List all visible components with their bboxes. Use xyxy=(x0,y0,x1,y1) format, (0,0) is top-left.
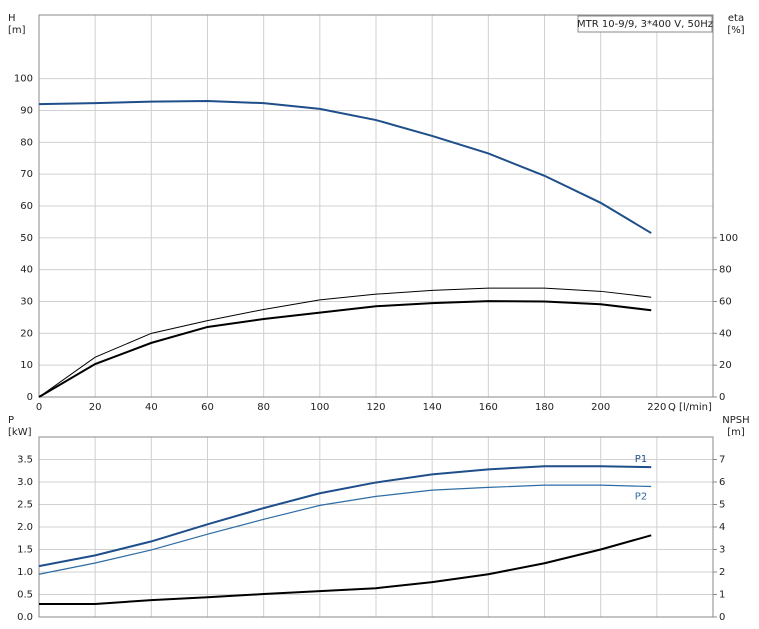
y-tick-label: 50 xyxy=(20,233,33,244)
y2-tick-label: 40 xyxy=(719,328,732,339)
y-tick-label: 80 xyxy=(20,137,33,148)
curve xyxy=(38,484,652,575)
plot-frame xyxy=(38,14,714,398)
y-tick-label: 40 xyxy=(20,265,33,276)
chart-title: MTR 10-9/9, 3*400 V, 50Hz xyxy=(577,19,713,30)
x-tick-label: 160 xyxy=(479,402,498,413)
y-tick-label: 10 xyxy=(20,360,33,371)
x-tick-label: 220 xyxy=(647,402,666,413)
y-tick-label: 0 xyxy=(27,392,33,403)
y-tick-label: 2.5 xyxy=(17,500,33,511)
y2-tick-label: 60 xyxy=(719,297,732,308)
curve xyxy=(38,300,652,398)
y2-axis-label: [%] xyxy=(727,25,744,36)
x-tick-label: 200 xyxy=(591,402,610,413)
y2-tick-label: 3 xyxy=(719,545,725,556)
y-tick-label: 1.0 xyxy=(17,567,33,578)
y-tick-label: 0.5 xyxy=(17,590,33,601)
y-axis-label: [kW] xyxy=(8,427,32,438)
y-tick-label: 70 xyxy=(20,169,33,180)
series-label: P1 xyxy=(635,454,647,465)
y-tick-label: 1.5 xyxy=(17,545,33,556)
y2-tick-label: 20 xyxy=(719,360,732,371)
x-tick-label: 20 xyxy=(89,402,102,413)
x-tick-label: 60 xyxy=(201,402,214,413)
y-axis-label: P xyxy=(8,415,14,426)
y2-tick-label: 2 xyxy=(719,567,725,578)
y-tick-label: 3.5 xyxy=(17,455,33,466)
curve xyxy=(38,99,652,234)
x-tick-label: 100 xyxy=(310,402,329,413)
x-axis-label: Q [l/min] xyxy=(668,402,712,413)
y-tick-label: 100 xyxy=(14,74,33,85)
series-label: P2 xyxy=(635,492,647,503)
x-tick-label: 180 xyxy=(535,402,554,413)
curve xyxy=(38,287,652,398)
curve xyxy=(39,534,652,605)
x-tick-label: 80 xyxy=(257,402,270,413)
y2-axis-label: [m] xyxy=(727,427,745,438)
y2-axis-label: eta xyxy=(728,13,744,24)
y-tick-label: 3.0 xyxy=(17,477,33,488)
title-box xyxy=(577,15,713,33)
x-tick-label: 120 xyxy=(366,402,385,413)
y-tick-label: 0.0 xyxy=(17,612,33,623)
y-axis-label: [m] xyxy=(8,25,26,36)
y-tick-label: 2.0 xyxy=(17,522,33,533)
y2-axis-label: NPSH xyxy=(722,415,749,426)
y2-tick-label: 7 xyxy=(719,455,725,466)
y-axis-label: H xyxy=(8,13,16,24)
y-tick-label: 60 xyxy=(20,201,33,212)
y2-tick-label: 0 xyxy=(719,392,725,403)
y2-tick-label: 5 xyxy=(719,500,725,511)
y2-tick-label: 80 xyxy=(719,265,732,276)
x-tick-label: 0 xyxy=(36,402,42,413)
y2-tick-label: 6 xyxy=(719,477,725,488)
y-tick-label: 20 xyxy=(20,328,33,339)
x-tick-label: 40 xyxy=(145,402,158,413)
x-tick-label: 140 xyxy=(423,402,442,413)
y2-tick-label: 0 xyxy=(719,612,725,623)
y2-tick-label: 4 xyxy=(719,522,725,533)
y2-tick-label: 100 xyxy=(719,233,738,244)
curve xyxy=(38,465,652,568)
plot-frame xyxy=(38,436,714,618)
y-tick-label: 30 xyxy=(20,297,33,308)
y2-tick-label: 1 xyxy=(719,590,725,601)
y-tick-label: 90 xyxy=(20,106,33,117)
